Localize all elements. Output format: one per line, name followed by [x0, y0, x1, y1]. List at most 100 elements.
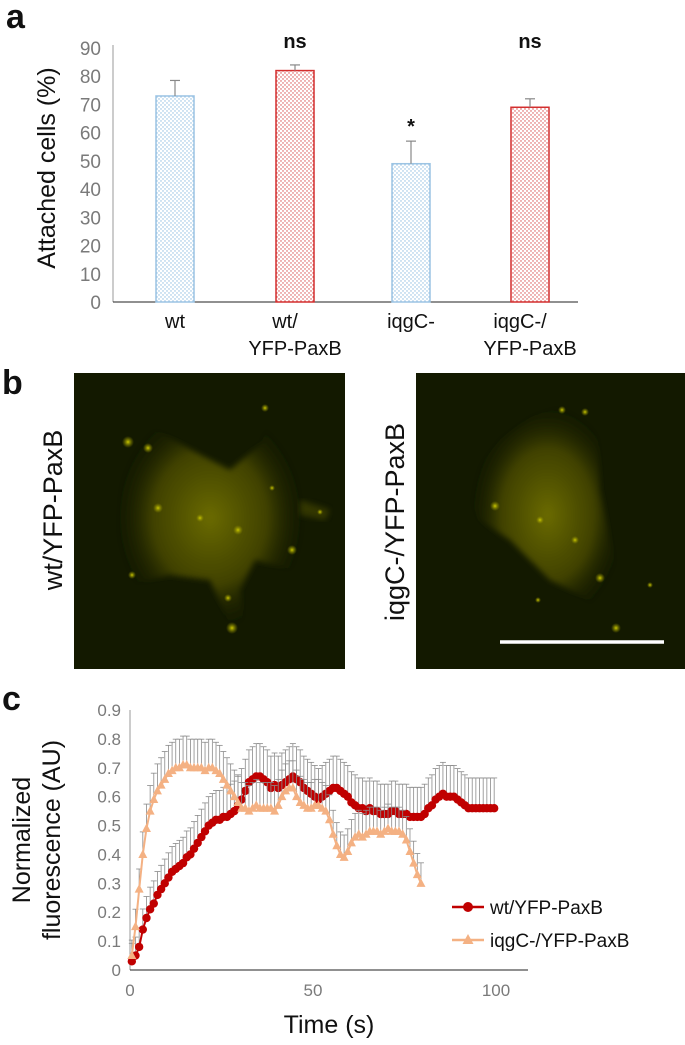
y-tick-label: 20 — [80, 237, 101, 258]
data-point — [343, 846, 353, 856]
significance-label: * — [407, 116, 415, 138]
microscopy-panel: wt/YFP-PaxB iqgC-/YFP-PaxB — [38, 373, 685, 669]
image-label-wt: wt/YFP-PaxB — [38, 430, 68, 592]
data-point — [130, 921, 140, 931]
data-point — [152, 785, 162, 795]
x-axis-ticks: 0 50 100 — [125, 981, 510, 1000]
x-tick-label: 50 — [304, 981, 323, 1000]
y-tick-label: 0.3 — [97, 874, 121, 893]
data-point — [409, 858, 419, 867]
legend-marker — [463, 902, 473, 912]
y-axis-title-line2: fluorescence (AU) — [38, 740, 66, 940]
bar — [155, 95, 195, 303]
data-point — [332, 840, 342, 850]
y-tick-label: 0.9 — [97, 701, 121, 720]
panel-label-b: b — [2, 364, 23, 402]
data-point — [160, 774, 170, 783]
category-label: wt/ — [271, 311, 298, 333]
y-axis-ticks: 0 0.1 0.2 0.3 0.4 0.5 0.6 0.7 0.8 0.9 — [97, 701, 121, 980]
series-line — [130, 763, 422, 956]
image-label-iqgc: iqgC-/YFP-PaxB — [380, 423, 410, 621]
category-label: YFP-PaxB — [483, 338, 576, 360]
data-point — [398, 829, 408, 838]
data-point — [127, 950, 137, 960]
data-point — [270, 806, 280, 815]
y-tick-label: 60 — [80, 124, 101, 145]
legend: wt/YFP-PaxB iqgC-/YFP-PaxB — [452, 898, 629, 952]
data-point — [273, 800, 283, 809]
y-tick-label: 0.7 — [97, 759, 121, 778]
line-chart-fluorescence: Normalized fluorescence (AU) 00.10.20.30… — [8, 701, 629, 1039]
category-labels: wt wt/YFP-PaxB iqgC-iqgC-/ YFP-PaxB — [164, 311, 577, 360]
y-tick-label: 30 — [80, 208, 101, 229]
data-point — [141, 823, 151, 832]
category-label: iqgC- — [387, 311, 435, 333]
y-tick-label: 90 — [80, 39, 101, 60]
panel-label-a: a — [6, 0, 26, 36]
data-point — [222, 780, 232, 789]
data-point — [138, 925, 148, 934]
data-point — [134, 942, 144, 952]
y-tick-label: 50 — [80, 152, 101, 173]
x-tick-label: 100 — [482, 981, 510, 1000]
bar-chart-attached-cells: Attached cells (%) 0 10 20 30 40 50 60 70 80 90 n… — [33, 31, 578, 360]
y-tick-label: 10 — [80, 265, 101, 286]
data-point — [489, 804, 499, 813]
significance-label: ns — [518, 31, 541, 53]
data-point — [277, 791, 287, 801]
panel-label-c: c — [2, 680, 21, 718]
y-axis-title-line1: Normalized — [8, 777, 36, 903]
data-point — [405, 846, 415, 856]
data-point — [339, 852, 349, 861]
x-tick-label: 0 — [125, 981, 134, 1000]
data-point — [346, 837, 356, 847]
y-tick-label: 0 — [112, 961, 121, 980]
data-point — [156, 780, 166, 789]
y-tick-label: 70 — [80, 95, 101, 116]
data-point — [215, 768, 225, 778]
data-point — [288, 783, 298, 792]
series-wt — [127, 743, 499, 966]
data-point — [229, 791, 239, 801]
category-label: wt — [164, 311, 185, 333]
y-tick-label: 40 — [80, 180, 101, 201]
data-point — [328, 829, 338, 838]
data-point — [226, 785, 236, 795]
y-tick-label: 0.1 — [97, 932, 121, 951]
bar — [275, 69, 315, 303]
y-tick-label: 0.5 — [97, 817, 121, 836]
data-point — [292, 791, 302, 801]
micrograph-iqgc — [416, 373, 685, 669]
bar — [510, 106, 550, 303]
y-axis-ticks: 0 10 20 30 40 50 60 70 80 90 — [80, 39, 101, 314]
data-point — [401, 835, 411, 844]
data-point — [324, 814, 334, 824]
data-point — [416, 878, 426, 887]
category-label: YFP-PaxB — [248, 338, 341, 360]
micrograph-wt — [74, 373, 345, 669]
y-tick-label: 80 — [80, 67, 101, 88]
data-point — [218, 774, 228, 783]
legend-marker — [462, 934, 474, 944]
y-tick-label: 0.4 — [97, 845, 121, 864]
y-axis-title: Attached cells (%) — [33, 67, 61, 268]
y-tick-label: 0.6 — [97, 788, 121, 807]
series-iqgc — [127, 735, 426, 960]
data-point — [149, 794, 159, 804]
y-tick-label: 0.2 — [97, 903, 121, 922]
data-point — [138, 849, 148, 858]
data-point — [134, 884, 144, 893]
series — [127, 735, 499, 966]
bars: ns * ns — [155, 31, 550, 303]
data-point — [321, 806, 331, 815]
legend-label: iqgC-/YFP-PaxB — [490, 931, 629, 952]
significance-label: ns — [283, 31, 306, 53]
x-axis-title: Time (s) — [284, 1011, 375, 1039]
y-tick-label: 0.8 — [97, 730, 121, 749]
legend-label: wt/YFP-PaxB — [489, 898, 603, 919]
data-point — [145, 806, 155, 815]
data-point — [233, 797, 243, 806]
data-point — [149, 899, 158, 908]
data-point — [412, 869, 422, 879]
